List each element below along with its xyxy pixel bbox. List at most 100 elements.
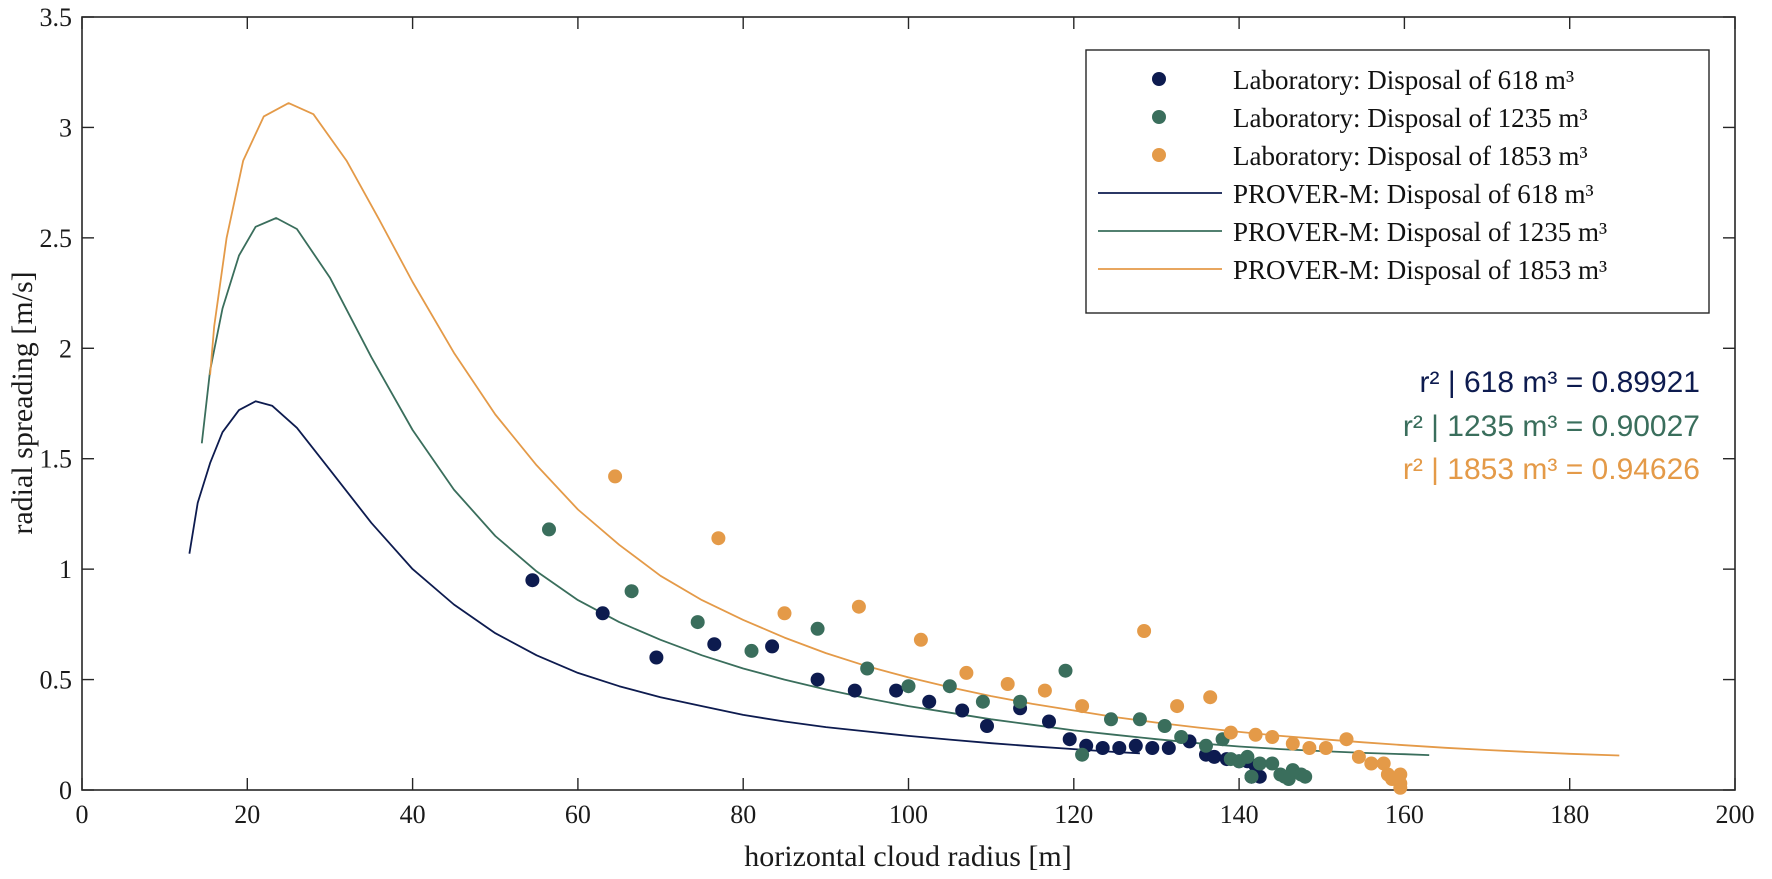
lab-point-2 bbox=[959, 665, 974, 680]
lab-point-1 bbox=[901, 679, 916, 694]
lab-point-0 bbox=[649, 650, 664, 665]
lab-point-2 bbox=[1364, 756, 1379, 771]
lab-point-2 bbox=[1376, 756, 1391, 771]
lab-point-0 bbox=[980, 719, 994, 733]
lab-point-2 bbox=[1339, 732, 1354, 747]
lab-point-0 bbox=[810, 672, 825, 687]
lab-point-1 bbox=[1244, 769, 1259, 784]
r2-annotation: r² | 618 m³ = 0.89921 bbox=[1420, 366, 1700, 399]
lab-point-0 bbox=[1128, 738, 1143, 753]
y-axis-title: radial spreading [m/s] bbox=[6, 271, 39, 534]
lab-point-1 bbox=[1013, 694, 1028, 709]
x-tick-label: 120 bbox=[1054, 800, 1093, 829]
y-tick-label: 3 bbox=[59, 113, 72, 142]
lab-point-2 bbox=[1075, 699, 1090, 714]
y-tick-label: 2 bbox=[59, 334, 72, 363]
x-tick-label: 160 bbox=[1385, 800, 1424, 829]
y-axis: 0 0.5 1 1.5 2 2.5 3 3.5 bbox=[40, 3, 1735, 805]
lab-point-2 bbox=[913, 632, 928, 647]
lab-point-0 bbox=[765, 639, 780, 654]
lab-point-2 bbox=[851, 599, 866, 614]
lab-point-2 bbox=[1385, 772, 1399, 786]
lab-point-1 bbox=[942, 679, 957, 694]
lab-point-1 bbox=[542, 522, 556, 537]
legend-label: Laboratory: Disposal of 1853 m³ bbox=[1233, 141, 1588, 171]
lab-point-1 bbox=[1058, 663, 1073, 678]
lab-point-2 bbox=[711, 531, 726, 546]
lab-point-2 bbox=[1037, 683, 1052, 698]
legend: Laboratory: Disposal of 618 m³ Laboratory… bbox=[1085, 49, 1710, 314]
lab-point-1 bbox=[1199, 738, 1213, 753]
legend-label: PROVER-M: Disposal of 1853 m³ bbox=[1233, 255, 1607, 285]
x-tick-label: 200 bbox=[1716, 800, 1755, 829]
lab-point-1 bbox=[810, 621, 825, 636]
x-tick-label: 0 bbox=[76, 800, 89, 829]
legend-label: Laboratory: Disposal of 618 m³ bbox=[1233, 65, 1574, 95]
x-tick-label: 100 bbox=[889, 800, 928, 829]
lab-point-0 bbox=[1145, 741, 1160, 755]
x-tick-label: 20 bbox=[234, 800, 260, 829]
lab-point-2 bbox=[1393, 780, 1408, 795]
y-tick-label: 1 bbox=[59, 555, 72, 584]
legend-marker bbox=[1152, 148, 1166, 162]
lab-point-2 bbox=[1170, 699, 1185, 714]
lab-point-0 bbox=[1095, 741, 1110, 755]
lab-point-0 bbox=[1161, 741, 1176, 755]
lab-point-1 bbox=[1240, 749, 1255, 764]
lab-point-1 bbox=[1252, 756, 1267, 771]
legend-label: Laboratory: Disposal of 1235 m³ bbox=[1233, 103, 1588, 133]
lab-point-0 bbox=[1042, 714, 1056, 729]
lab-point-2 bbox=[1285, 736, 1300, 751]
y-tick-label: 0 bbox=[59, 776, 72, 805]
x-axis: 0 20 40 60 80 100 120 140 160 180 200 bbox=[76, 17, 1755, 829]
legend-marker bbox=[1152, 72, 1166, 86]
lab-point-2 bbox=[1302, 741, 1317, 755]
lab-point-1 bbox=[1265, 756, 1280, 771]
r2-annotations: r² | 618 m³ = 0.89921 r² | 1235 m³ = 0.90… bbox=[1403, 366, 1700, 486]
lab-point-0 bbox=[595, 606, 610, 621]
lab-point-2 bbox=[1223, 725, 1238, 740]
lab-point-1 bbox=[624, 584, 639, 599]
lab-point-0 bbox=[1062, 732, 1077, 747]
lab-point-2 bbox=[1137, 624, 1152, 638]
model-line-3 bbox=[188, 400, 1140, 755]
legend-label: PROVER-M: Disposal of 618 m³ bbox=[1233, 179, 1594, 209]
x-tick-label: 40 bbox=[400, 800, 426, 829]
x-tick-label: 80 bbox=[730, 800, 756, 829]
lab-point-1 bbox=[690, 615, 705, 630]
x-tick-label: 60 bbox=[565, 800, 591, 829]
lab-point-1 bbox=[975, 694, 990, 709]
y-tick-label: 3.5 bbox=[40, 3, 73, 32]
lab-point-1 bbox=[1298, 769, 1313, 784]
lab-point-0 bbox=[1112, 741, 1127, 755]
x-tick-label: 180 bbox=[1550, 800, 1589, 829]
x-axis-title: horizontal cloud radius [m] bbox=[744, 840, 1071, 873]
x-tick-label: 140 bbox=[1220, 800, 1259, 829]
lab-point-1 bbox=[1174, 730, 1189, 744]
lab-point-2 bbox=[1203, 690, 1218, 705]
lab-point-1 bbox=[744, 643, 759, 658]
lab-point-0 bbox=[922, 694, 937, 709]
series-layer bbox=[188, 102, 1620, 795]
lab-point-0 bbox=[955, 703, 970, 718]
r2-annotation: r² | 1235 m³ = 0.90027 bbox=[1403, 410, 1700, 443]
lab-point-1 bbox=[860, 661, 875, 676]
lab-point-2 bbox=[1265, 730, 1280, 744]
lab-point-2 bbox=[1248, 727, 1263, 742]
y-tick-label: 2.5 bbox=[40, 224, 73, 253]
lab-point-2 bbox=[1318, 741, 1333, 755]
legend-label: PROVER-M: Disposal of 1235 m³ bbox=[1233, 217, 1607, 247]
y-tick-label: 1.5 bbox=[40, 445, 73, 474]
lab-point-2 bbox=[608, 469, 623, 484]
lab-point-0 bbox=[889, 683, 904, 698]
lab-point-2 bbox=[777, 606, 792, 621]
r2-annotation: r² | 1853 m³ = 0.94626 bbox=[1403, 453, 1700, 486]
lab-point-1 bbox=[1075, 747, 1090, 762]
lab-point-0 bbox=[847, 683, 862, 698]
lab-point-0 bbox=[1207, 749, 1222, 764]
lab-point-0 bbox=[525, 573, 540, 588]
y-tick-label: 0.5 bbox=[40, 666, 73, 695]
lab-point-2 bbox=[1000, 677, 1015, 691]
lab-point-1 bbox=[1104, 712, 1118, 727]
